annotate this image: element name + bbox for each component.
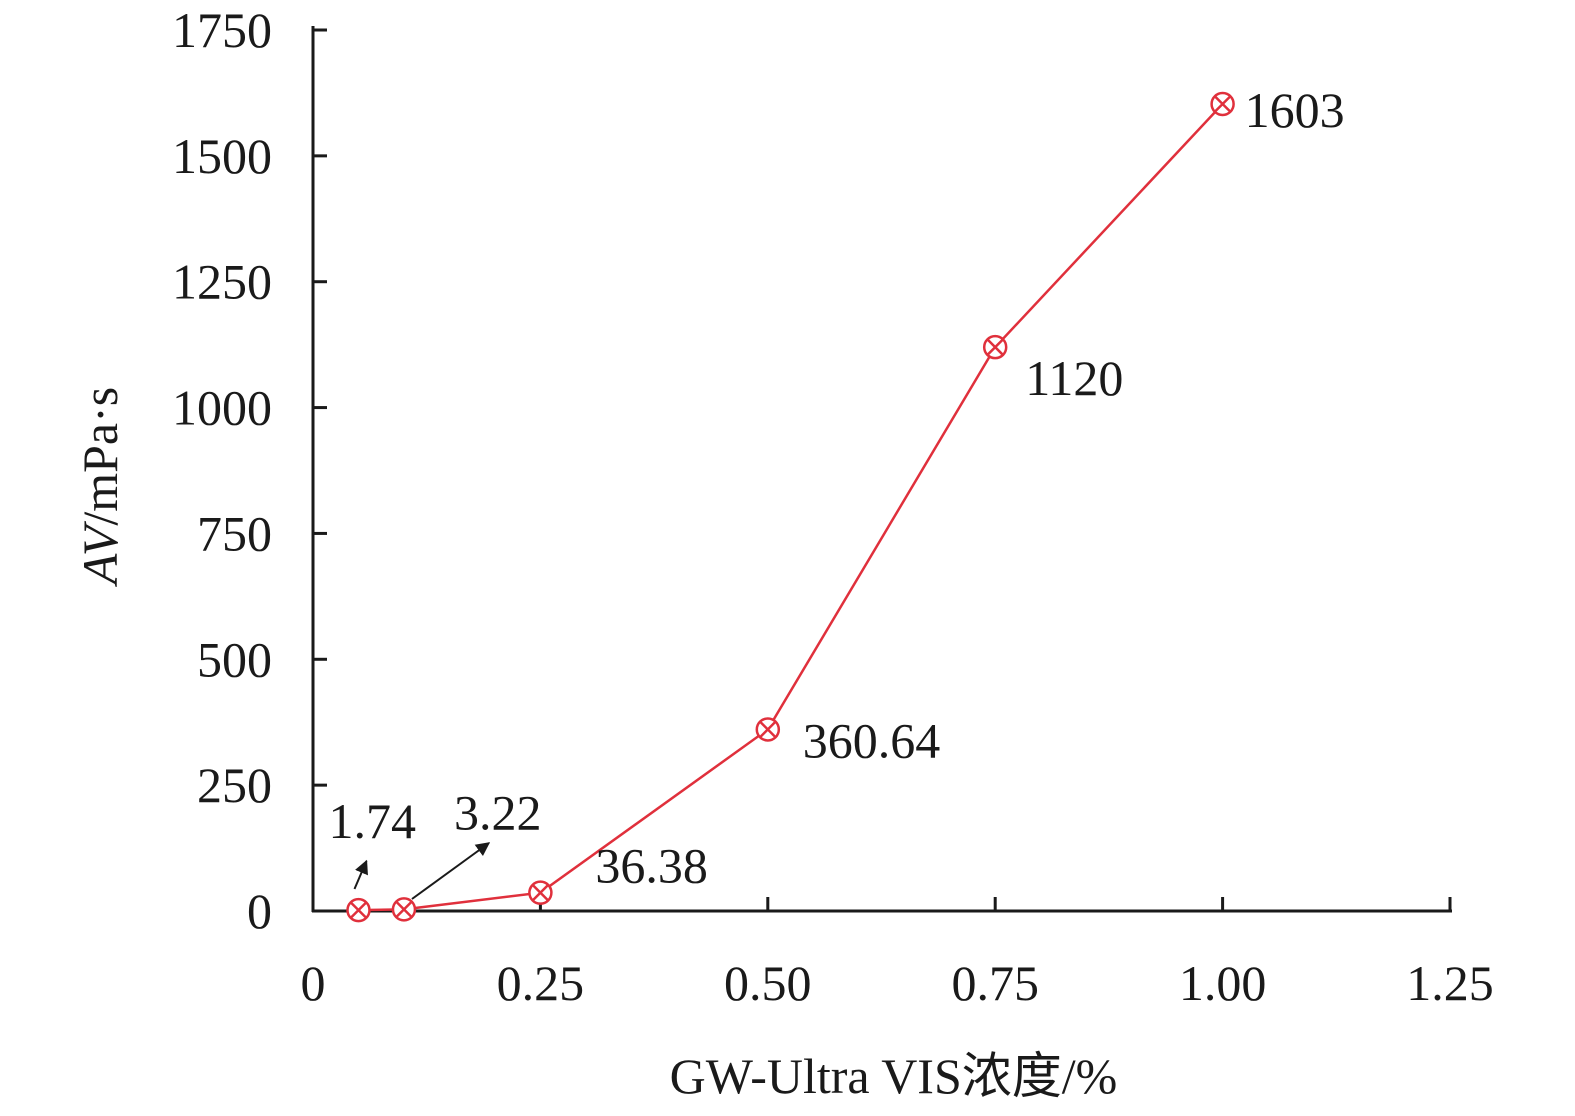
y-tick-label: 250 bbox=[197, 757, 272, 813]
data-point bbox=[528, 880, 553, 905]
label-arrow bbox=[353, 859, 368, 890]
y-axis-title: AV/mPa·s bbox=[72, 387, 128, 588]
y-tick-label: 500 bbox=[197, 631, 272, 687]
y-tick-label: 1000 bbox=[172, 380, 272, 436]
annotations bbox=[353, 842, 491, 900]
data-point bbox=[982, 334, 1008, 360]
y-axis-title-unit: /mPa·s bbox=[72, 387, 128, 526]
data-labels: 1.74 3.22 36.38 360.64 1120 1603 bbox=[328, 82, 1344, 894]
x-tick-label: 1.25 bbox=[1406, 955, 1494, 1011]
y-tick-label: 750 bbox=[197, 505, 272, 561]
y-axis-title-italic: AV bbox=[72, 520, 128, 587]
x-tick-label: 1.00 bbox=[1179, 955, 1267, 1011]
data-label: 1.74 bbox=[328, 793, 416, 849]
y-tick-label: 1750 bbox=[172, 2, 272, 58]
x-tick-label: 0.25 bbox=[497, 955, 585, 1011]
data-point bbox=[391, 897, 417, 922]
label-arrow bbox=[411, 842, 491, 900]
x-tick-label: 0.50 bbox=[724, 955, 812, 1011]
series-layer bbox=[346, 91, 1235, 923]
data-label: 3.22 bbox=[454, 784, 541, 840]
y-tick-label: 1250 bbox=[172, 254, 272, 310]
y-tick-label: 0 bbox=[247, 883, 272, 939]
data-point bbox=[755, 717, 781, 742]
axes bbox=[311, 26, 1452, 913]
x-tick-label: 0 bbox=[301, 955, 326, 1011]
data-point bbox=[1210, 91, 1235, 117]
data-label: 36.38 bbox=[595, 838, 708, 894]
y-tick-label: 1500 bbox=[172, 128, 272, 184]
data-label: 1120 bbox=[1025, 350, 1123, 406]
x-axis-title: GW-Ultra VIS浓度/% bbox=[670, 1048, 1118, 1104]
data-label: 1603 bbox=[1245, 82, 1345, 138]
x-tick-label: 0.75 bbox=[951, 955, 1039, 1011]
data-label: 360.64 bbox=[803, 712, 941, 768]
data-point bbox=[346, 897, 371, 923]
y-axis-ticks: 0 250 500 750 1000 1250 1500 1750 bbox=[172, 2, 327, 939]
x-axis-ticks: 0 0.25 0.50 0.75 1.00 1.25 bbox=[301, 897, 1494, 1011]
